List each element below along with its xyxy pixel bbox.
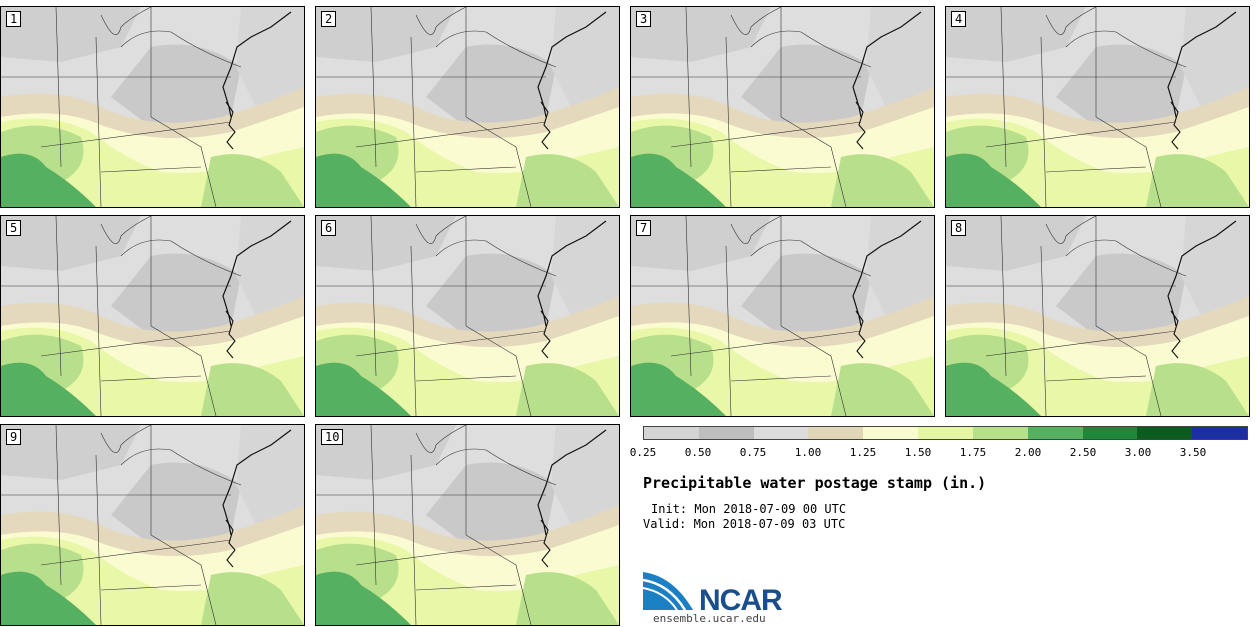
- colorbar-segment: [1192, 427, 1247, 439]
- ensemble-member-panel: 3: [630, 6, 935, 208]
- ensemble-member-panel: 10: [315, 424, 620, 626]
- precipitable-water-map: [316, 7, 619, 207]
- colorbar-tick-label: 2.50: [1069, 446, 1097, 459]
- member-number: 3: [636, 11, 652, 27]
- site-url: ensemble.ucar.edu: [653, 612, 766, 625]
- colorbar-segment: [1027, 427, 1083, 439]
- colorbar-tick-label: 1.25: [849, 446, 877, 459]
- colorbar-tick-label: 1.75: [959, 446, 987, 459]
- colorbar-tick-label: 1.00: [794, 446, 822, 459]
- colorbar-tick-label: 3.00: [1124, 446, 1152, 459]
- map-title: Precipitable water postage stamp (in.): [643, 474, 987, 492]
- ensemble-member-panel: 7: [630, 215, 935, 417]
- member-number: 9: [6, 429, 22, 445]
- ensemble-member-panel: 6: [315, 215, 620, 417]
- precipitable-water-map: [316, 425, 619, 625]
- member-number: 6: [321, 220, 337, 236]
- valid-time: Valid: Mon 2018-07-09 03 UTC: [643, 517, 846, 531]
- member-number: 8: [951, 220, 967, 236]
- colorbar-ticks: 0.25 0.50 0.75 1.00 1.25 1.50 1.75 2.00 2.50 3.00…: [630, 446, 1250, 460]
- member-number: 2: [321, 11, 337, 27]
- ensemble-member-panel: 2: [315, 6, 620, 208]
- precipitable-water-map: [1, 425, 304, 625]
- member-number: 10: [321, 429, 344, 445]
- ensemble-member-panel: 9: [0, 424, 305, 626]
- precipitable-water-map: [1, 216, 304, 416]
- colorbar-segment: [753, 427, 809, 439]
- ensemble-member-panel: 4: [945, 6, 1250, 208]
- colorbar: [643, 426, 1248, 440]
- colorbar-tick-label: 0.50: [684, 446, 712, 459]
- ensemble-member-panel: 5: [0, 215, 305, 417]
- precipitable-water-map: [316, 216, 619, 416]
- ensemble-member-panel: 8: [945, 215, 1250, 417]
- colorbar-segment: [1082, 427, 1138, 439]
- precipitable-water-map: [946, 216, 1249, 416]
- precipitable-water-map: [1, 7, 304, 207]
- colorbar-tick-label: 2.00: [1014, 446, 1042, 459]
- member-number: 7: [636, 220, 652, 236]
- ensemble-member-panel: 1: [0, 6, 305, 208]
- precipitable-water-map: [631, 216, 934, 416]
- colorbar-segment: [698, 427, 754, 439]
- colorbar-segment: [972, 427, 1028, 439]
- colorbar-tick-label: 0.25: [629, 446, 657, 459]
- ncar-logo-icon: [643, 572, 693, 611]
- colorbar-segment: [918, 427, 973, 439]
- colorbar-segment: [1137, 427, 1193, 439]
- colorbar-tick-label: 3.50: [1179, 446, 1207, 459]
- member-number: 4: [951, 11, 967, 27]
- precipitable-water-map: [631, 7, 934, 207]
- colorbar-segment: [644, 427, 699, 439]
- colorbar-tick-label: 1.50: [904, 446, 932, 459]
- colorbar-segment: [808, 427, 864, 439]
- precipitable-water-map: [946, 7, 1249, 207]
- init-time: Init: Mon 2018-07-09 00 UTC: [651, 502, 847, 516]
- member-number: 1: [6, 11, 22, 27]
- colorbar-segment: [863, 427, 919, 439]
- ncar-logo-text: NCAR: [699, 584, 783, 617]
- colorbar-tick-label: 0.75: [739, 446, 767, 459]
- member-number: 5: [6, 220, 22, 236]
